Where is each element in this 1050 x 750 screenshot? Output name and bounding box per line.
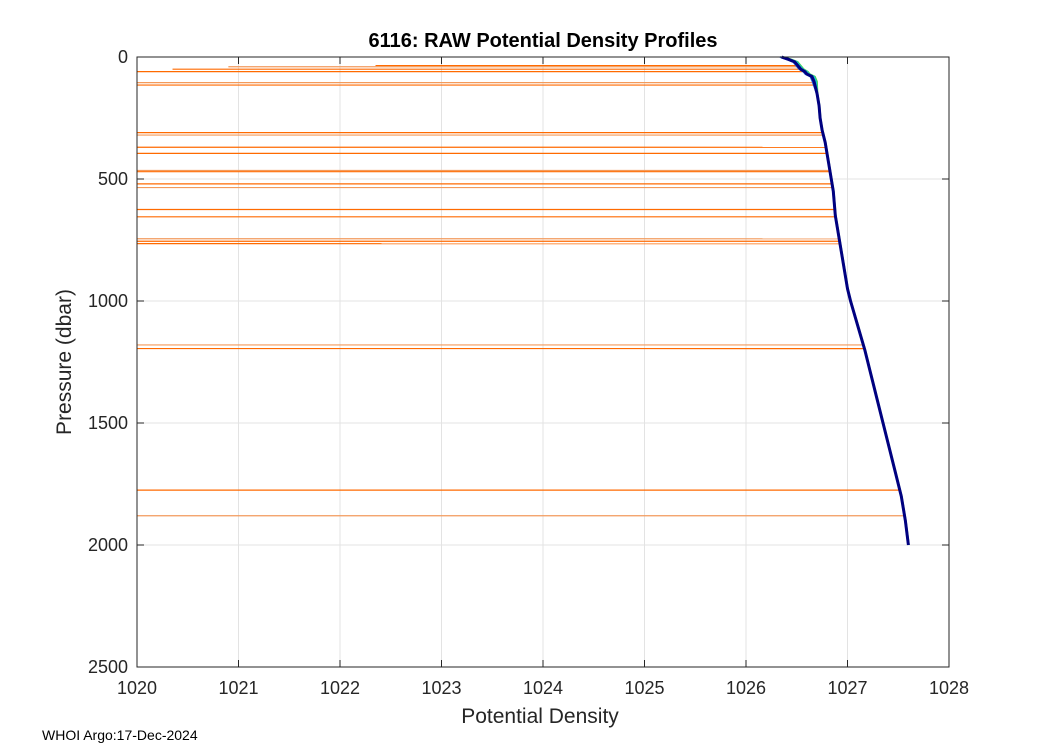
y-axis-label: Pressure (dbar) bbox=[53, 289, 76, 435]
x-tick-labels: 1020 1021 1022 1023 1024 1025 1026 1027 1028 bbox=[117, 678, 969, 698]
x-tick-label: 1020 bbox=[117, 678, 157, 698]
grid-lines bbox=[136, 56, 950, 668]
y-tick-label: 2500 bbox=[88, 657, 128, 677]
profile-line-main bbox=[781, 55, 910, 546]
x-tick-label: 1024 bbox=[523, 678, 563, 698]
y-tick-label: 1000 bbox=[88, 291, 128, 311]
footer-credit: WHOI Argo:17-Dec-2024 bbox=[42, 727, 198, 743]
x-tick-label: 1027 bbox=[827, 678, 867, 698]
density-profiles bbox=[779, 55, 910, 546]
axis-ticks bbox=[136, 56, 950, 668]
y-tick-labels: 0 500 1000 1500 2000 2500 bbox=[88, 47, 128, 677]
x-tick-label: 1025 bbox=[624, 678, 664, 698]
x-tick-label: 1026 bbox=[726, 678, 766, 698]
x-tick-label: 1022 bbox=[320, 678, 360, 698]
spike-lines bbox=[136, 64, 905, 517]
x-tick-label: 1023 bbox=[421, 678, 461, 698]
y-tick-label: 2000 bbox=[88, 535, 128, 555]
x-axis-label: Potential Density bbox=[461, 705, 619, 728]
x-tick-label: 1021 bbox=[218, 678, 258, 698]
y-tick-label: 500 bbox=[98, 169, 128, 189]
chart-title: 6116: RAW Potential Density Profiles bbox=[369, 30, 718, 52]
x-tick-label: 1028 bbox=[929, 678, 969, 698]
y-tick-label: 1500 bbox=[88, 413, 128, 433]
y-tick-label: 0 bbox=[118, 47, 128, 67]
